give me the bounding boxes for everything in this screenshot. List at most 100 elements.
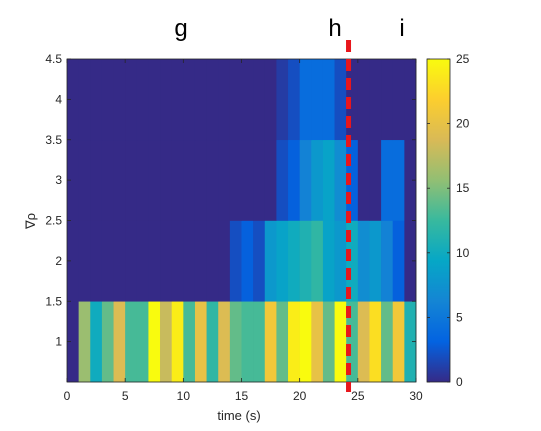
panel-label-g: g: [174, 15, 187, 42]
heatmap-cell: [299, 139, 312, 221]
heatmap-cell: [253, 139, 266, 221]
heatmap-cell: [404, 301, 417, 383]
heatmap-cell: [288, 59, 300, 141]
heatmap-cell: [136, 139, 149, 221]
heatmap-cell: [404, 59, 417, 141]
heatmap-cell: [381, 220, 394, 302]
heatmap-cell: [171, 59, 184, 141]
heatmap-cell: [357, 59, 370, 141]
heatmap-cell: [288, 301, 300, 383]
heatmap-cell: [218, 59, 231, 141]
colorbar-gradient: [426, 58, 451, 383]
heatmap-cell: [67, 301, 79, 383]
heatmap-cell: [346, 301, 359, 383]
x-tick-label: 15: [235, 389, 249, 403]
heatmap-cell: [334, 59, 347, 141]
heatmap-cell: [357, 301, 370, 383]
y-tick-label: 4: [55, 92, 62, 106]
heatmap-cell: [171, 301, 184, 383]
heatmap-cell: [218, 139, 231, 221]
heatmap-cell: [148, 59, 161, 141]
heatmap-cell: [241, 139, 254, 221]
heatmap-cell: [160, 139, 172, 221]
x-axis-label: time (s): [217, 408, 260, 423]
heatmap-cell: [392, 59, 405, 141]
y-tick-label: 2.5: [45, 214, 62, 228]
x-tick-label: 5: [122, 389, 129, 403]
heatmap-cell: [346, 59, 359, 141]
heatmap-cells: [67, 59, 417, 383]
heatmap-cell: [392, 139, 405, 221]
heatmap-cell: [357, 139, 370, 221]
heatmap-cell: [78, 59, 91, 141]
heatmap-cell: [253, 59, 266, 141]
y-tick-label: 1: [55, 335, 62, 349]
y-tick-labels: 1 1.5 2 2.5 3 3.5 4 4.5: [45, 52, 62, 349]
heatmap-cell: [334, 220, 347, 302]
heatmap-cell: [299, 301, 312, 383]
heatmap-cell: [404, 139, 417, 221]
heatmap-cell: [67, 220, 79, 302]
heatmap-cell: [183, 59, 196, 141]
heatmap-cell: [90, 301, 103, 383]
heatmap-cell: [276, 301, 289, 383]
heatmap-cell: [67, 139, 79, 221]
heatmap-cell: [113, 220, 126, 302]
heatmap-cell: [78, 301, 91, 383]
heatmap-cell: [101, 301, 114, 383]
heatmap-cell: [125, 59, 138, 141]
heatmap-cell: [334, 139, 347, 221]
heatmap-cell: [183, 220, 196, 302]
heatmap-cell: [136, 59, 149, 141]
heatmap-cell: [78, 139, 91, 221]
heatmap-cell: [311, 301, 324, 383]
heatmap-cell: [206, 301, 219, 383]
heatmap-cell: [381, 301, 394, 383]
heatmap-cell: [288, 220, 300, 302]
heatmap-cell: [136, 301, 149, 383]
heatmap-cell: [206, 139, 219, 221]
heatmap-cell: [392, 301, 405, 383]
heatmap-cell: [241, 301, 254, 383]
heatmap-cell: [322, 220, 335, 302]
colorbar-tick-label: 20: [456, 117, 470, 131]
heatmap-cell: [264, 59, 277, 141]
heatmap-cell: [113, 139, 126, 221]
heatmap-cell: [276, 59, 289, 141]
colorbar-tick-label: 0: [456, 375, 463, 389]
x-tick-label: 10: [177, 389, 191, 403]
x-tick-label: 20: [293, 389, 307, 403]
heatmap-cell: [206, 59, 219, 141]
heatmap-cell: [311, 139, 324, 221]
heatmap-cell: [90, 220, 103, 302]
y-tick-label: 4.5: [45, 52, 62, 66]
y-tick-label: 3.5: [45, 133, 62, 147]
heatmap-cell: [160, 301, 172, 383]
heatmap-cell: [125, 220, 138, 302]
heatmap-cell: [299, 220, 312, 302]
heatmap-cell: [264, 139, 277, 221]
panel-labels: g h i: [174, 15, 404, 42]
heatmap-cell: [229, 139, 242, 221]
colorbar-ticks: 0 5 10 15 20 25: [427, 52, 470, 389]
heatmap-cell: [241, 59, 254, 141]
heatmap-cell: [78, 220, 91, 302]
heatmap-cell: [381, 139, 394, 221]
heatmap-cell: [183, 301, 196, 383]
heatmap-cell: [194, 59, 207, 141]
x-tick-labels: 0 5 10 15 20 25 30: [64, 389, 423, 403]
x-tick-label: 25: [351, 389, 365, 403]
heatmap-cell: [229, 301, 242, 383]
axis-ticks: [66, 58, 417, 382]
heatmap-cell: [288, 139, 300, 221]
heatmap-cell: [148, 220, 161, 302]
heatmap-cell: [194, 301, 207, 383]
x-tick-label: 30: [409, 389, 423, 403]
heatmap-cell: [404, 220, 417, 302]
heatmap-cell: [160, 220, 172, 302]
heatmap-cell: [206, 220, 219, 302]
heatmap-cell: [311, 220, 324, 302]
heatmap-cell: [369, 59, 382, 141]
heatmap-cell: [241, 220, 254, 302]
